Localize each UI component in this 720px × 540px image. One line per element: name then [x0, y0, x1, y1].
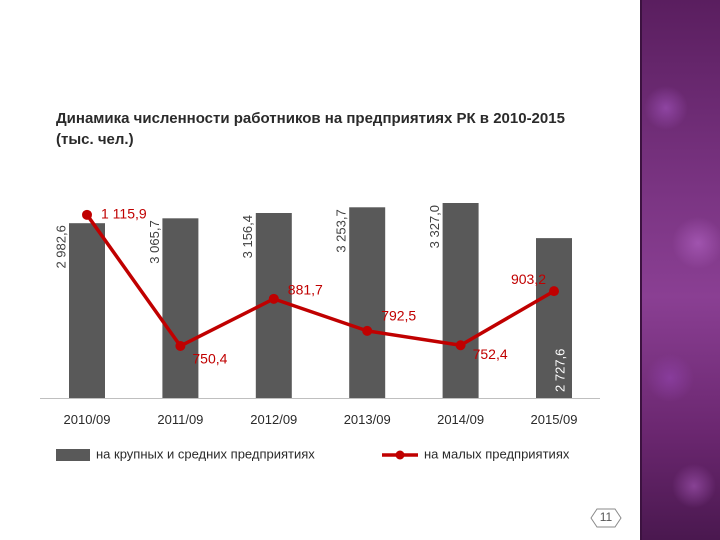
line-value-label: 1 115,9 [101, 206, 147, 222]
line-point [175, 340, 186, 351]
bar-value-label: 3 065,7 [147, 220, 162, 263]
chart-title: Динамика численности работников на предп… [56, 110, 565, 148]
line-point [268, 293, 279, 304]
legend-swatch-bars [56, 449, 90, 461]
bar-value-label: 3 327,0 [427, 205, 442, 248]
decorative-side-panel [640, 0, 720, 540]
bar-value-label: 3 253,7 [334, 209, 349, 252]
legend-label-line: на малых предприятиях [424, 446, 570, 461]
bar-value-label: 2 982,6 [53, 225, 68, 268]
x-tick-label: 2013/09 [344, 412, 391, 427]
bar [349, 207, 386, 398]
page-number-label: 11 [599, 510, 613, 524]
x-tick-label: 2014/09 [437, 412, 484, 427]
bar [536, 238, 572, 398]
bar-value-label: 3 156,4 [240, 215, 255, 258]
bar-value-label: 2 727,6 [552, 349, 567, 392]
legend-swatch-line-marker [395, 450, 405, 460]
legend-label-bars: на крупных и средних предприятиях [96, 446, 315, 461]
page-number-shape [590, 508, 622, 528]
line-value-label: 881,7 [288, 282, 323, 298]
x-tick-label: 2015/09 [531, 412, 578, 427]
line-point [549, 286, 559, 297]
x-tick-label: 2011/09 [157, 412, 203, 427]
line-point [362, 325, 373, 336]
bar [162, 218, 199, 398]
line-value-label: 903,2 [511, 271, 546, 287]
line-value-label: 792,5 [381, 308, 416, 324]
x-tick-label: 2010/09 [64, 412, 111, 427]
line-point [82, 209, 92, 220]
line-value-label: 752,4 [473, 346, 508, 362]
x-tick-label: 2012/09 [250, 412, 297, 427]
bar [442, 203, 479, 398]
line-series-small-enterprises [85, 213, 555, 348]
page-number-badge: 11 [588, 508, 624, 528]
line-value-label: 750,4 [192, 351, 227, 367]
bar [69, 223, 105, 398]
line-point [455, 340, 466, 351]
